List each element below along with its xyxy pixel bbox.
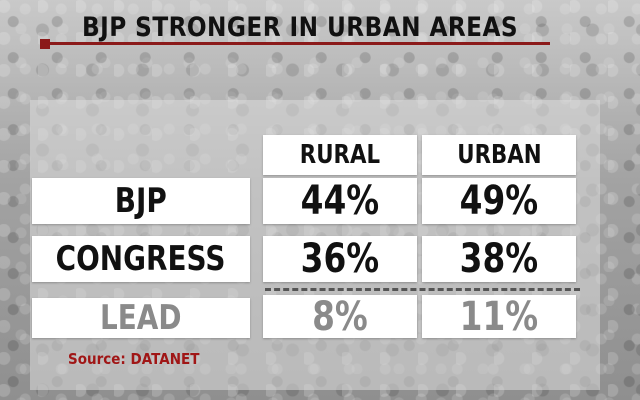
column-header-urban: URBAN [422, 135, 576, 175]
cell-lead-rural: 8% [263, 294, 417, 340]
row-label-bjp: BJP [32, 178, 250, 224]
lead-divider [265, 288, 580, 291]
title-accent-square [40, 39, 50, 49]
title-underline [50, 42, 550, 45]
cell-bjp-urban: 49% [422, 178, 576, 224]
row-label-congress: CONGRESS [32, 236, 250, 282]
cell-bjp-rural: 44% [263, 178, 417, 224]
cell-congress-urban: 38% [422, 236, 576, 282]
cell-lead-urban: 11% [422, 294, 576, 340]
source-credit: Source: DATANET [68, 350, 200, 368]
graphic-title: BJP STRONGER IN URBAN AREAS [82, 12, 519, 43]
cell-congress-rural: 36% [263, 236, 417, 282]
title-bar: BJP STRONGER IN URBAN AREAS [40, 10, 550, 50]
column-header-rural: RURAL [263, 135, 417, 175]
row-label-lead: LEAD [32, 298, 250, 338]
